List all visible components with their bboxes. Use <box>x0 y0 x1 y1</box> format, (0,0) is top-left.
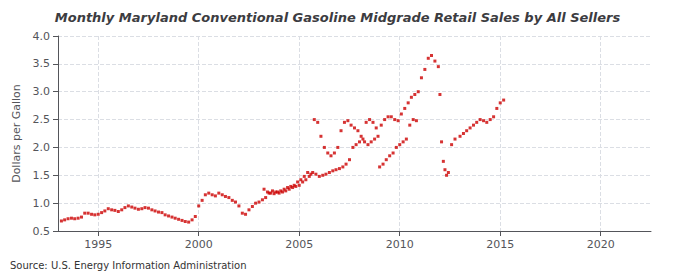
svg-text:Source: U.S. Energy Informatio: Source: U.S. Energy Information Administ… <box>10 260 247 271</box>
svg-text:2.0: 2.0 <box>33 141 51 154</box>
svg-text:1995: 1995 <box>84 238 112 251</box>
svg-text:2.5: 2.5 <box>33 113 51 126</box>
svg-text:2010: 2010 <box>386 238 414 251</box>
svg-text:3.5: 3.5 <box>33 57 51 70</box>
svg-text:1.5: 1.5 <box>33 169 51 182</box>
svg-text:2015: 2015 <box>486 238 514 251</box>
svg-text:0.5: 0.5 <box>33 225 51 238</box>
svg-text:1.0: 1.0 <box>33 197 51 210</box>
svg-text:2020: 2020 <box>587 238 615 251</box>
svg-text:Monthly Maryland Conventional: Monthly Maryland Conventional Gasoline M… <box>55 10 621 25</box>
svg-text:Dollars per Gallon: Dollars per Gallon <box>10 84 23 183</box>
svg-text:3.0: 3.0 <box>33 85 51 98</box>
svg-text:4.0: 4.0 <box>33 30 51 43</box>
svg-text:2005: 2005 <box>285 238 313 251</box>
svg-text:2000: 2000 <box>185 238 213 251</box>
